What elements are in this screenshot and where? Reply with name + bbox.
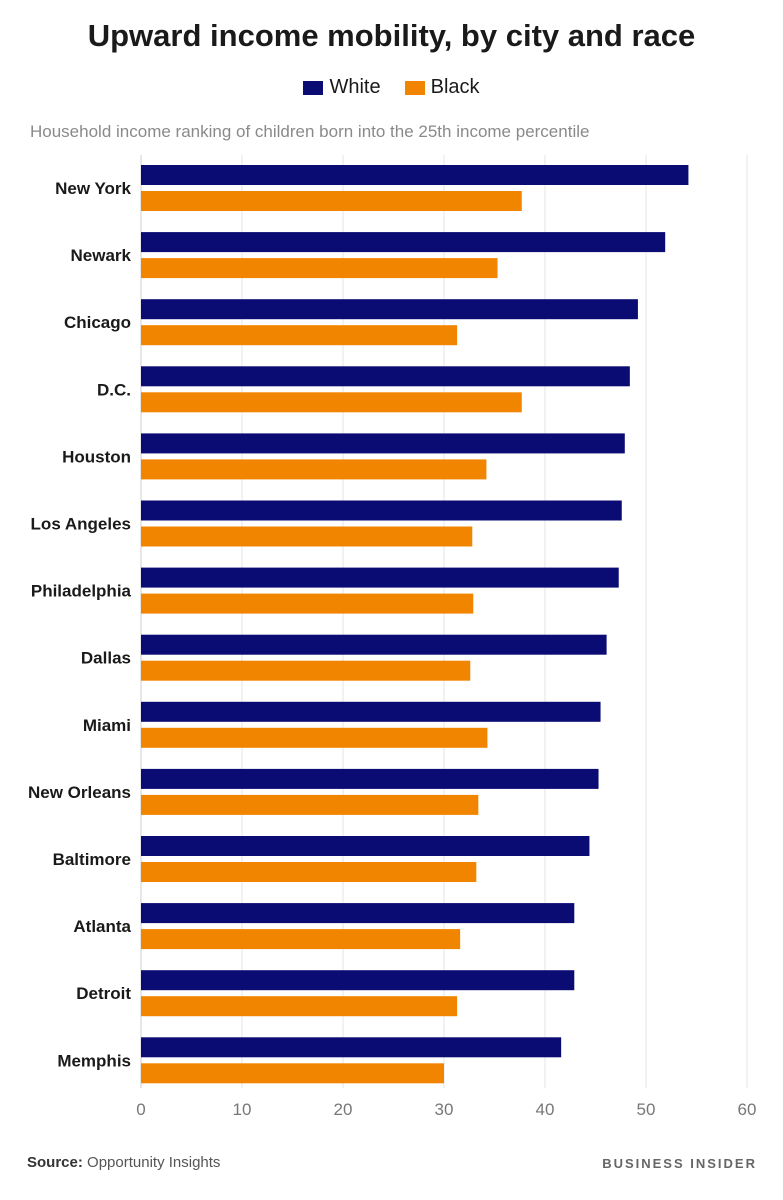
legend-item-white: White	[303, 76, 381, 99]
x-tick-label: 40	[536, 1100, 555, 1119]
bar-white	[141, 768, 599, 789]
chart-title: Upward income mobility, by city and race	[87, 18, 696, 53]
x-tick-label: 0	[136, 1100, 145, 1119]
category-label: Los Angeles	[31, 515, 131, 534]
bar-white	[141, 500, 622, 521]
category-label: Atlanta	[73, 917, 131, 936]
bar-white	[141, 567, 619, 588]
bar-black	[141, 325, 458, 346]
bar-black	[141, 191, 522, 211]
brand-logo: BUSINESS INSIDER	[602, 1156, 757, 1171]
bar-black	[141, 526, 473, 547]
bar-black	[141, 862, 477, 882]
bar-black	[141, 459, 487, 480]
bar-white	[141, 232, 666, 253]
category-label: Baltimore	[53, 850, 131, 869]
bar-white	[141, 634, 607, 655]
category-label: Miami	[83, 716, 131, 735]
source-text: Opportunity Insights	[87, 1154, 221, 1171]
bar-white	[141, 970, 575, 991]
category-label: New York	[55, 179, 131, 198]
legend-label-black: Black	[430, 76, 480, 98]
x-tick-label: 30	[435, 1100, 454, 1119]
legend-swatch-black	[404, 80, 425, 95]
bar-white	[141, 366, 630, 387]
bar-black	[141, 660, 471, 681]
category-label: New Orleans	[28, 783, 131, 802]
bar-black	[141, 996, 458, 1017]
bar-white	[141, 836, 590, 856]
bar-black	[141, 593, 474, 614]
x-tick-label: 10	[233, 1100, 252, 1119]
category-label: Newark	[71, 246, 132, 265]
chart-subtitle: Household income ranking of children bor…	[30, 122, 590, 141]
bar-white	[141, 1037, 562, 1058]
legend-swatch-white	[303, 80, 324, 95]
bar-white	[141, 903, 575, 924]
bar-white	[141, 299, 638, 320]
x-tick-label: 20	[334, 1100, 353, 1119]
category-label: Philadelphia	[31, 582, 132, 601]
bar-white	[141, 165, 689, 185]
category-label: Chicago	[64, 313, 131, 332]
legend-item-black: Black	[404, 76, 480, 99]
category-label: Dallas	[81, 649, 131, 668]
source-label: Source:	[27, 1154, 83, 1171]
bar-black	[141, 929, 461, 950]
bar-white	[141, 433, 625, 454]
legend-label-white: White	[329, 76, 381, 98]
bar-white	[141, 701, 601, 722]
bar-black	[141, 727, 488, 748]
category-label: D.C.	[97, 380, 131, 399]
category-label: Detroit	[76, 984, 131, 1003]
bar-black	[141, 1063, 444, 1084]
bar-black	[141, 258, 498, 279]
bar-black	[141, 392, 522, 413]
category-label: Memphis	[57, 1051, 131, 1070]
legend: White Black	[0, 76, 783, 99]
category-label: Houston	[62, 447, 131, 466]
source-note: Source: Opportunity Insights	[27, 1154, 220, 1171]
x-tick-label: 60	[738, 1100, 757, 1119]
bar-black	[141, 794, 479, 815]
x-tick-label: 50	[637, 1100, 656, 1119]
